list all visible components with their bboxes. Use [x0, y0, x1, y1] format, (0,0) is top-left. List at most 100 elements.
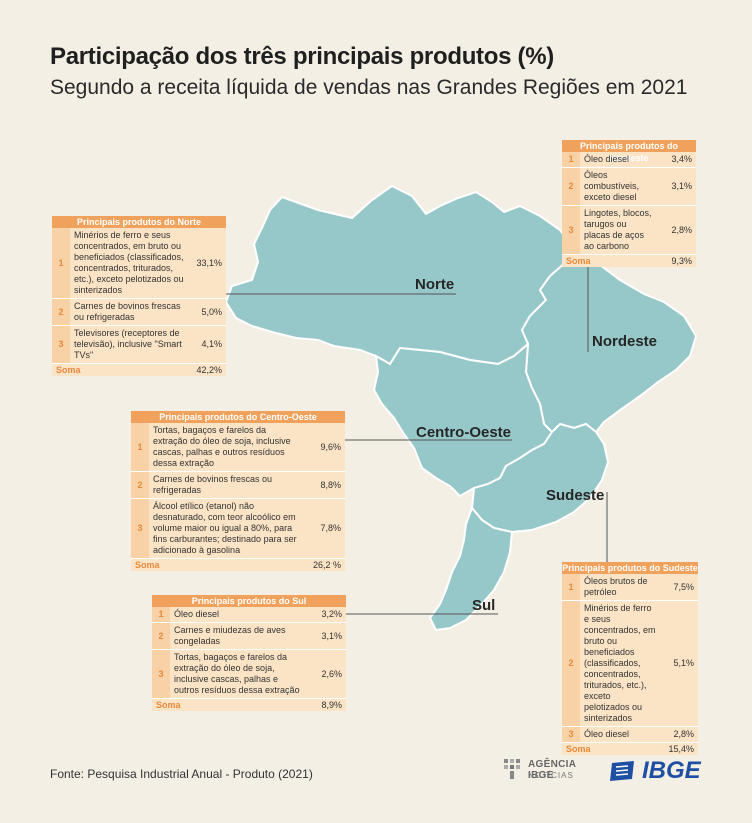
sum-label: Soma — [135, 560, 160, 570]
row-value: 33,1% — [196, 257, 222, 268]
region-norte — [224, 184, 574, 366]
row-value: 2,6% — [321, 668, 342, 679]
row-number: 2 — [562, 168, 580, 205]
sum-label: Soma — [566, 744, 591, 754]
row-desc: Lingotes, blocos, tarugos ou placas de a… — [584, 208, 652, 251]
region-sul — [428, 506, 514, 632]
row-number: 1 — [131, 423, 149, 471]
row-value: 2,8% — [673, 729, 694, 739]
table-row: 1 Óleos brutos de petróleo 7,5% — [562, 574, 698, 601]
label-norte: Norte — [415, 276, 454, 293]
row-desc: Carnes e miudezas de aves congeladas — [174, 625, 286, 646]
row-number: 3 — [152, 650, 170, 698]
sum-value: 15,4% — [668, 744, 694, 754]
row-desc: Televisores (receptores de televisão), i… — [74, 328, 182, 360]
row-desc: Óleos combustíveis, exceto diesel — [584, 170, 640, 202]
row-number: 3 — [52, 326, 70, 363]
row-value: 7,8% — [320, 523, 341, 533]
table-row: 3 Lingotes, blocos, tarugos ou placas de… — [562, 206, 696, 255]
table-row: 1 Óleo diesel 3,4% — [562, 152, 696, 168]
panel-sul: Principais produtos do Sul 1 Óleo diesel… — [152, 595, 346, 711]
chart-title: Participação dos três principais produto… — [50, 43, 554, 70]
row-value: 3,2% — [321, 609, 342, 619]
row-desc: Tortas, bagaços e farelos da extração do… — [174, 652, 300, 695]
agencia-line2: NOTÍCIAS — [528, 771, 574, 780]
row-value: 9,6% — [320, 441, 341, 452]
source-note: Fonte: Pesquisa Industrial Anual - Produ… — [50, 767, 313, 781]
row-number: 3 — [562, 206, 580, 254]
row-value: 5,0% — [201, 306, 222, 317]
sum-value: 8,9% — [321, 700, 342, 710]
sum-value: 9,3% — [671, 256, 692, 266]
panel-centro-oeste: Principais produtos do Centro-Oeste 1 To… — [131, 411, 345, 571]
row-value: 2,8% — [671, 224, 692, 235]
table-row: 3 Óleo diesel 2,8% — [562, 727, 698, 743]
row-number: 2 — [52, 299, 70, 325]
label-sul: Sul — [472, 597, 495, 614]
row-number: 3 — [131, 499, 149, 558]
region-sudeste — [470, 422, 610, 534]
panel-header: Principais produtos do Nordeste — [562, 140, 696, 163]
table-row: 1 Óleo diesel 3,2% — [152, 607, 346, 623]
row-number: 2 — [562, 601, 580, 726]
row-value: 7,5% — [673, 581, 694, 592]
label-sudeste: Sudeste — [546, 487, 604, 504]
row-desc: Óleo diesel — [584, 154, 630, 164]
table-row: 2 Carnes e miudezas de aves congeladas 3… — [152, 623, 346, 650]
row-desc: Tortas, bagaços e farelos da extração do… — [153, 425, 291, 468]
row-desc: Óleo diesel — [174, 609, 220, 619]
panel-sum: Soma 15,4% — [562, 743, 698, 755]
row-number: 3 — [562, 727, 580, 742]
row-value: 3,4% — [671, 154, 692, 164]
panel-header: Principais produtos do Sul — [152, 595, 346, 607]
row-desc: Álcool etílico (etanol) não desnaturado,… — [153, 501, 297, 555]
label-centro-oeste: Centro-Oeste — [416, 424, 511, 441]
agencia-mark-icon — [504, 759, 520, 779]
table-row: 1 Minérios de ferro e seus concentrados,… — [52, 228, 226, 299]
table-row: 3 Tortas, bagaços e farelos da extração … — [152, 650, 346, 699]
row-value: 3,1% — [671, 181, 692, 191]
row-number: 2 — [152, 623, 170, 649]
sum-value: 42,2% — [196, 365, 222, 375]
agencia-line1: AGÊNCIA IBGE — [528, 759, 576, 781]
agencia-ibge-logo: AGÊNCIA IBGE NOTÍCIAS — [502, 757, 602, 783]
table-row: 1 Tortas, bagaços e farelos da extração … — [131, 423, 345, 472]
sum-label: Soma — [566, 256, 591, 266]
row-desc: Carnes de bovinos frescas ou refrigerada… — [74, 301, 181, 322]
sum-label: Soma — [56, 365, 81, 375]
row-number: 1 — [52, 228, 70, 298]
panel-header: Principais produtos do Sudeste — [562, 562, 698, 574]
row-desc: Carnes de bovinos frescas ou refrigerada… — [153, 474, 273, 495]
table-row: 3 Televisores (receptores de televisão),… — [52, 326, 226, 364]
row-desc: Óleo diesel — [584, 729, 630, 739]
ibge-wordmark: IBGE — [642, 757, 701, 784]
sum-value: 26,2 % — [312, 560, 341, 570]
label-nordeste: Nordeste — [592, 333, 657, 350]
panel-nordeste: Principais produtos do Nordeste 1 Óleo d… — [562, 140, 696, 267]
table-row: 2 Carnes de bovinos frescas ou refrigera… — [52, 299, 226, 326]
panel-header: Principais produtos do Centro-Oeste — [131, 411, 345, 423]
row-number: 2 — [131, 472, 149, 498]
panel-sum: Soma 26,2 % — [131, 559, 345, 571]
panel-sum: Soma 42,2% — [52, 364, 226, 376]
chart-subtitle: Segundo a receita líquida de vendas nas … — [50, 76, 688, 99]
sum-label: Soma — [156, 700, 181, 710]
panel-sum: Soma 8,9% — [152, 699, 346, 711]
table-row: 2 Minérios de ferro e seus concentrados,… — [562, 601, 698, 727]
row-desc: Minérios de ferro e seus concentrados, e… — [584, 603, 656, 723]
panel-sudeste: Principais produtos do Sudeste 1 Óleos b… — [562, 562, 698, 755]
ibge-logo: IBGE — [608, 757, 708, 785]
table-row: 2 Carnes de bovinos frescas ou refrigera… — [131, 472, 345, 499]
row-value: 5,1% — [673, 658, 694, 668]
row-value: 3,1% — [321, 630, 342, 641]
panel-sum: Soma 9,3% — [562, 255, 696, 267]
row-number: 1 — [562, 152, 580, 167]
row-value: 8,8% — [320, 479, 341, 490]
ibge-globe-icon — [610, 761, 634, 781]
row-desc: Minérios de ferro e seus concentrados, e… — [74, 230, 184, 295]
row-value: 4,1% — [201, 339, 222, 349]
table-row: 2 Óleos combustíveis, exceto diesel 3,1% — [562, 168, 696, 206]
table-row: 3 Álcool etílico (etanol) não desnaturad… — [131, 499, 345, 559]
panel-header: Principais produtos do Norte — [52, 216, 226, 228]
